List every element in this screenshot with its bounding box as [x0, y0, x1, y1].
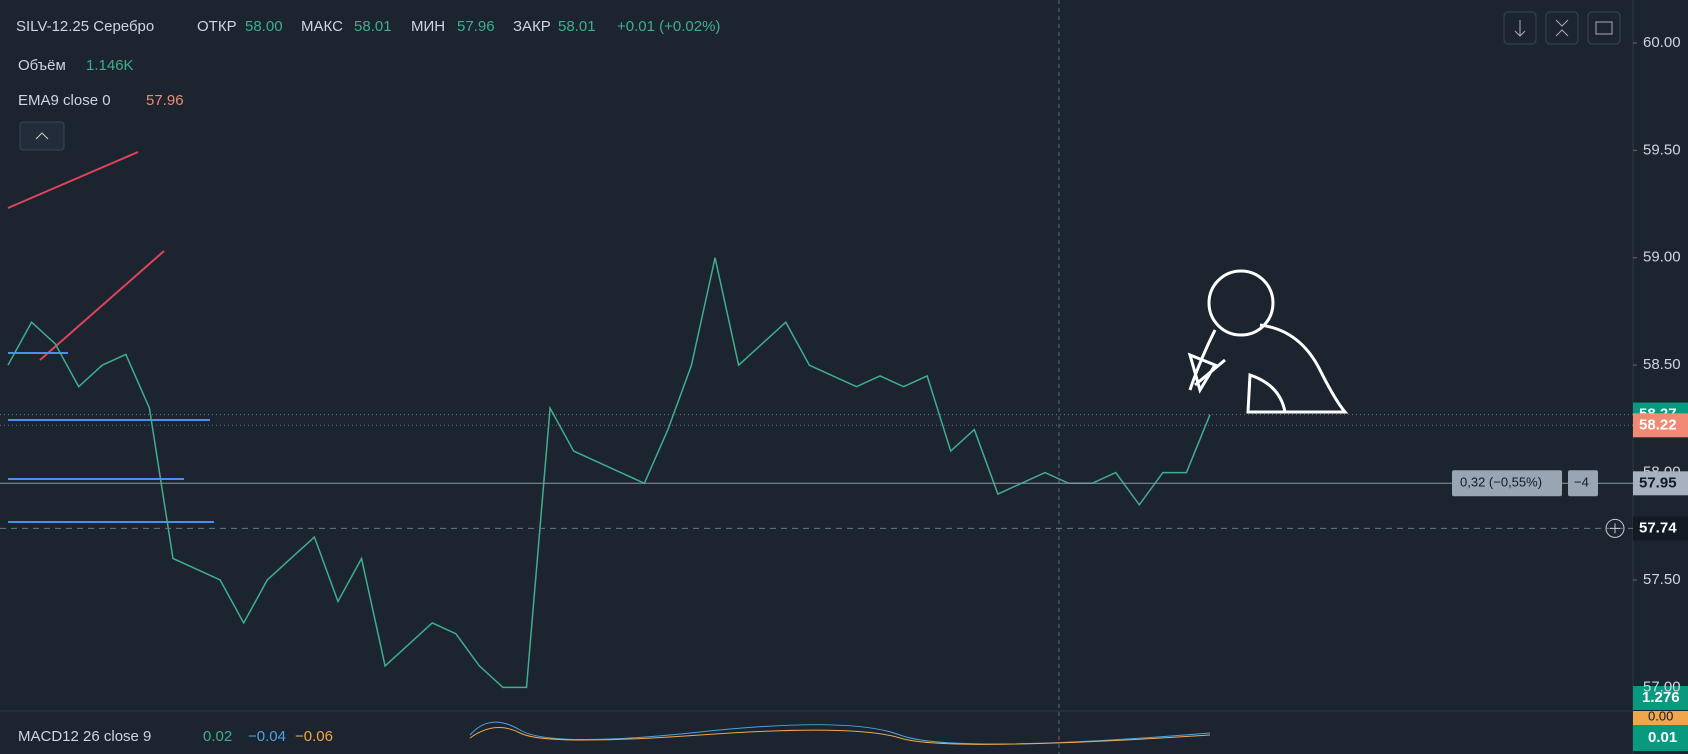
doodle: [1187, 269, 1349, 414]
value: 58.00: [245, 18, 283, 35]
value: 58.01: [558, 18, 596, 35]
y-tick-label: 60.00: [1643, 34, 1681, 51]
badge: [1633, 686, 1688, 710]
y-tick-label: 58.50: [1643, 356, 1681, 373]
macd-badge: 0.00: [1648, 708, 1673, 723]
icon: [35, 132, 49, 140]
label: Объём: [18, 57, 66, 74]
badge: [1633, 725, 1688, 751]
annotation-box: [1568, 470, 1598, 497]
label: ОТКР: [197, 18, 237, 35]
price-badge-label: 57.95: [1639, 474, 1677, 491]
volume-badge: 1.276: [1642, 689, 1680, 706]
price-badge: [1633, 516, 1688, 541]
macd-badge: 0.01: [1648, 729, 1677, 746]
button[interactable]: [1545, 11, 1579, 45]
value: 1.146K: [86, 57, 134, 74]
price-line: [7, 257, 1211, 689]
annotation-box: [1452, 470, 1562, 497]
y-tick-label: 59.00: [1643, 249, 1681, 266]
y-tick-label: 57.50: [1643, 571, 1681, 588]
value: 57.96: [457, 18, 495, 35]
price-badge: [1633, 413, 1688, 438]
toolbar: [19, 11, 1621, 151]
button[interactable]: [1587, 11, 1621, 45]
trend-line: [39, 250, 165, 361]
add-button[interactable]: [1605, 518, 1625, 538]
price-badge-label: 58.22: [1639, 416, 1677, 433]
value: −0.06: [295, 728, 333, 745]
icons: [1514, 19, 1613, 37]
collapse-button[interactable]: [19, 121, 65, 151]
price-badge: [1633, 471, 1688, 496]
change: +0.01 (+0.02%): [617, 18, 720, 35]
badge: [1633, 711, 1688, 725]
value: 58.01: [354, 18, 392, 35]
symbol: SILV-12.25 Серебро: [16, 18, 154, 35]
label: EMA9 close 0: [18, 92, 111, 109]
value: −0.04: [248, 728, 286, 745]
icon: [1610, 523, 1620, 534]
label: ЗАКР: [513, 18, 551, 35]
value: 0.02: [203, 728, 232, 745]
y-tick-label: 57.00: [1643, 678, 1681, 695]
label: MACD12 26 close 9: [18, 728, 151, 745]
signal-line: [469, 727, 1211, 745]
value: 57.96: [146, 92, 184, 109]
annotation: −4: [1574, 475, 1589, 490]
annotation: 0,32 (−0,55%): [1460, 475, 1542, 490]
button[interactable]: [1503, 11, 1537, 45]
label: МАКС: [301, 18, 343, 35]
price-badge-label: 57.74: [1639, 519, 1677, 536]
label: МИН: [411, 18, 445, 35]
y-tick-label: 59.50: [1643, 141, 1681, 158]
trend-line: [7, 151, 139, 209]
